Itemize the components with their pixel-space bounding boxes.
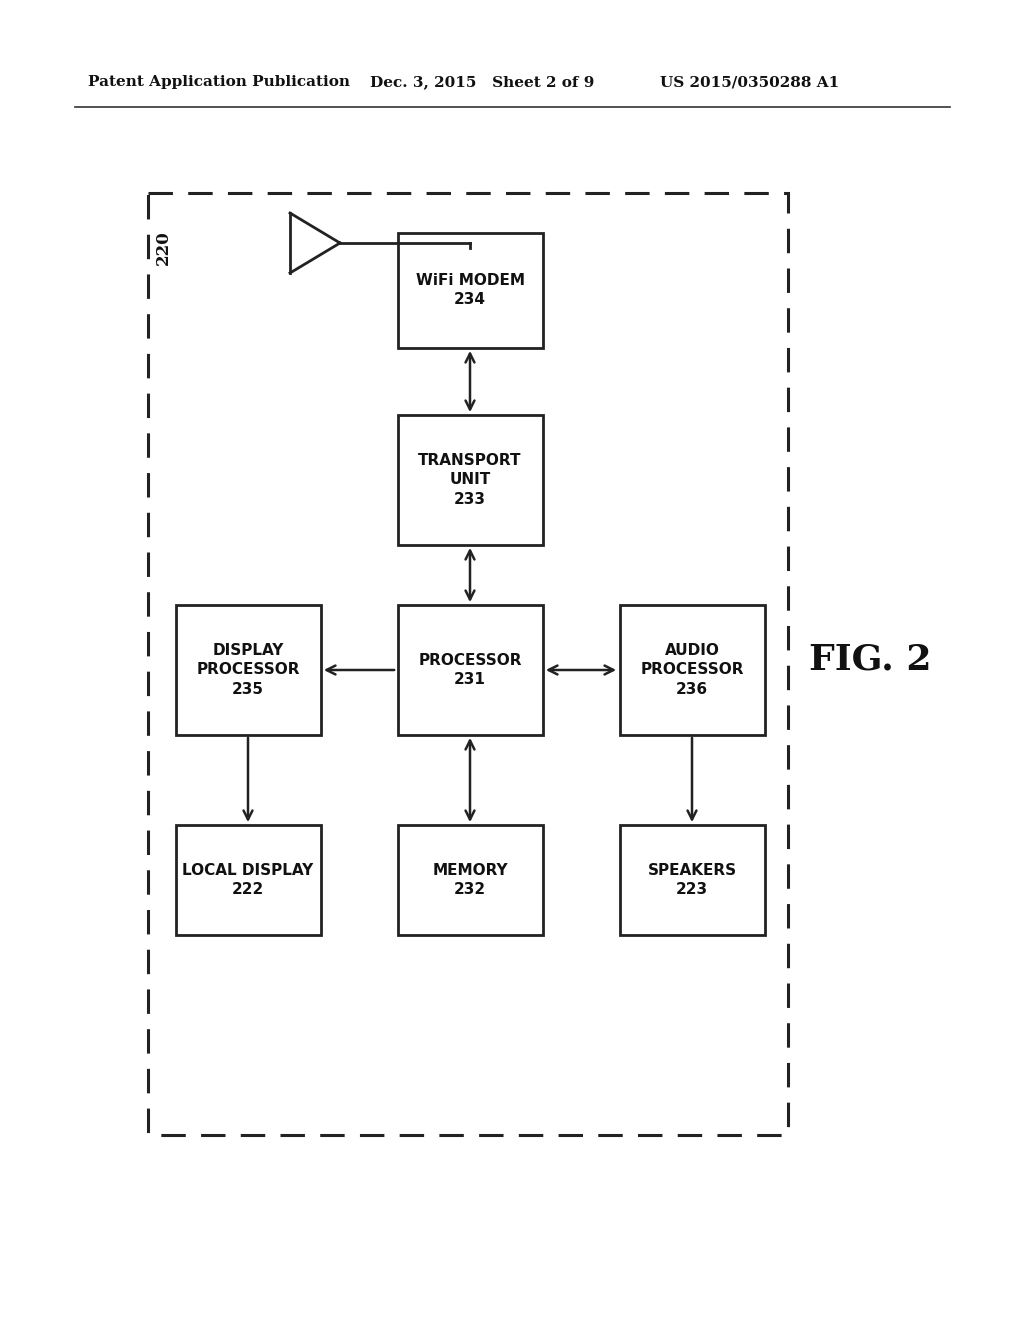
Text: US 2015/0350288 A1: US 2015/0350288 A1 — [660, 75, 840, 88]
Text: WiFi MODEM
234: WiFi MODEM 234 — [416, 273, 524, 308]
Text: SPEAKERS
223: SPEAKERS 223 — [647, 862, 736, 898]
Bar — [620, 605, 765, 735]
Text: Dec. 3, 2015   Sheet 2 of 9: Dec. 3, 2015 Sheet 2 of 9 — [370, 75, 594, 88]
Bar — [175, 825, 321, 935]
Bar — [397, 825, 543, 935]
Text: 220: 220 — [155, 230, 171, 265]
Text: FIG. 2: FIG. 2 — [809, 643, 931, 677]
Text: AUDIO
PROCESSOR
236: AUDIO PROCESSOR 236 — [640, 643, 743, 697]
Text: LOCAL DISPLAY
222: LOCAL DISPLAY 222 — [182, 862, 313, 898]
Text: MEMORY
232: MEMORY 232 — [432, 862, 508, 898]
Bar — [148, 193, 788, 1135]
Bar — [397, 605, 543, 735]
Bar — [620, 825, 765, 935]
Text: PROCESSOR
231: PROCESSOR 231 — [418, 652, 522, 688]
Bar — [397, 232, 543, 347]
Text: Patent Application Publication: Patent Application Publication — [88, 75, 350, 88]
Text: DISPLAY
PROCESSOR
235: DISPLAY PROCESSOR 235 — [197, 643, 300, 697]
Bar — [397, 414, 543, 545]
Text: TRANSPORT
UNIT
233: TRANSPORT UNIT 233 — [418, 453, 522, 507]
Bar — [175, 605, 321, 735]
